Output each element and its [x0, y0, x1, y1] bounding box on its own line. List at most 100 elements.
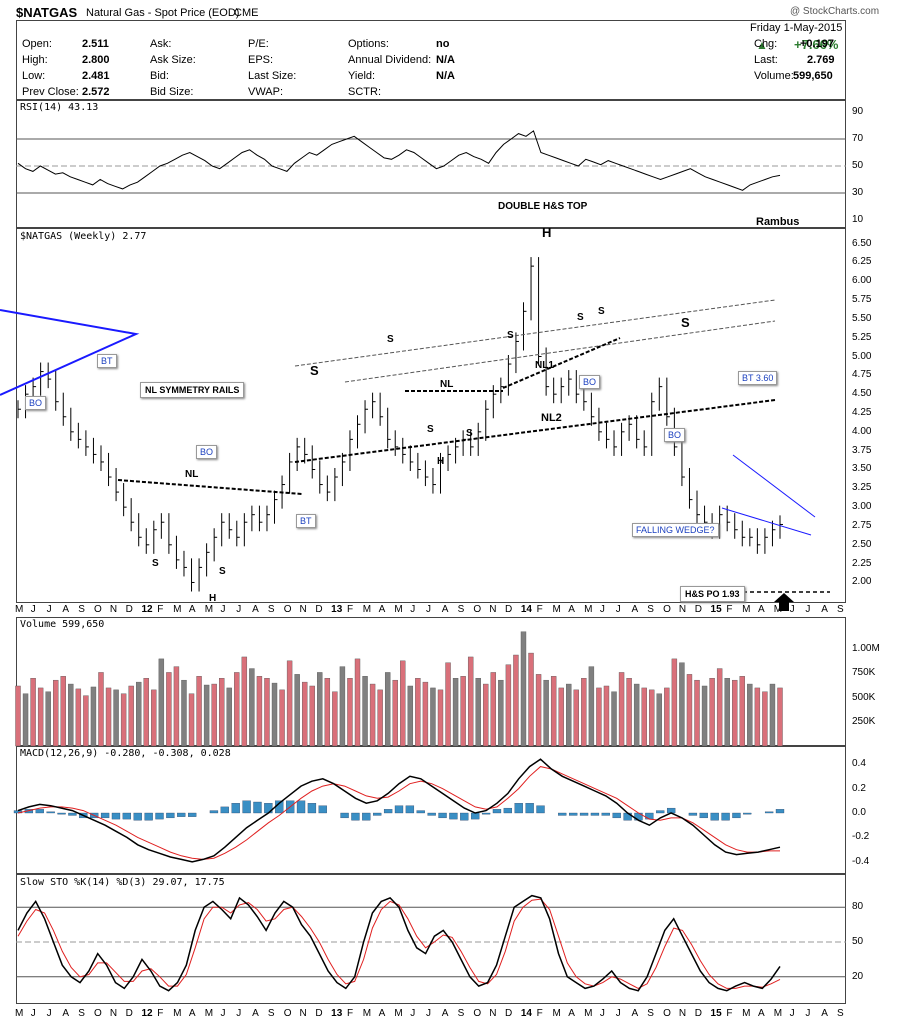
volume-bar — [588, 666, 595, 747]
macd-histogram-bar — [612, 812, 621, 819]
price-x-label: J — [410, 604, 416, 615]
sto-tick: 50 — [852, 936, 864, 947]
price-x-label: F — [726, 604, 733, 615]
quote-key: SCTR: — [348, 86, 381, 98]
macd-histogram-bar — [340, 812, 349, 819]
volume-bar — [241, 656, 248, 747]
macd-signal-line — [17, 766, 780, 860]
bo-callout-1: BO — [25, 396, 47, 410]
volume-bar — [332, 691, 338, 747]
macd-histogram-bar — [438, 812, 447, 819]
price-x-label: O — [283, 604, 292, 615]
macd-histogram-bar — [296, 800, 306, 814]
volume-bar — [113, 689, 119, 747]
price-x-label: O — [473, 604, 482, 615]
rsi-tick: 30 — [852, 187, 864, 198]
sto-x-label: J — [426, 1008, 431, 1019]
shoulder-label-5: S — [427, 424, 434, 435]
macd-histogram-bar — [645, 812, 654, 820]
macd-histogram-bar — [460, 812, 469, 821]
macd-histogram-bar — [775, 809, 785, 814]
price-x-label: 15 — [710, 604, 722, 615]
sto-x-label: S — [647, 1008, 654, 1019]
volume-bar — [347, 678, 353, 747]
price-tick: 2.75 — [852, 519, 872, 531]
volume-bar — [271, 682, 278, 747]
price-x-label: 12 — [141, 604, 153, 615]
volume-bar — [90, 686, 97, 747]
shoulder-label-4: S — [387, 334, 394, 345]
sto-x-label: A — [568, 1008, 575, 1019]
copyright: @ StockCharts.com — [790, 6, 880, 17]
macd-histogram-bar — [111, 812, 121, 820]
volume-bar — [83, 695, 89, 747]
instrument-name: Natural Gas - Spot Price (EOD) — [86, 7, 240, 19]
macd-histogram-bar — [481, 812, 491, 815]
volume-bar — [392, 679, 398, 747]
volume-bar — [550, 676, 557, 747]
macd-histogram-bar — [209, 810, 219, 814]
quote-value: 599,650 — [793, 70, 833, 82]
volume-bar — [151, 689, 157, 747]
volume-bar — [203, 684, 210, 747]
macd-histogram-bar — [264, 803, 273, 814]
sto-d-line — [17, 898, 781, 989]
target-arrow-icon — [774, 593, 794, 611]
price-x-label: D — [505, 604, 513, 615]
sto-title: Slow STO %K(14) %D(3) 29.07, 17.75 — [20, 877, 225, 888]
sto-x-label: M — [552, 1008, 561, 1019]
volume-bar — [211, 683, 217, 747]
bt-callout-1: BT — [97, 354, 117, 368]
quote-value: 2.572 — [82, 86, 110, 98]
head-label-3: H — [542, 225, 552, 240]
change-pct: +7.66% — [794, 37, 839, 52]
price-x-label: M — [773, 604, 783, 615]
quote-key: High: — [22, 54, 48, 66]
volume-bar — [173, 666, 180, 747]
sto-panel — [16, 874, 846, 1004]
volume-bar — [407, 685, 414, 747]
volume-bar — [158, 658, 165, 747]
volume-bar — [498, 679, 504, 747]
volume-bar — [716, 668, 723, 747]
macd-histogram-bar — [57, 812, 66, 815]
volume-bar — [701, 685, 708, 747]
sto-x-label: 14 — [520, 1008, 532, 1019]
rambus-label: Rambus — [756, 216, 800, 228]
macd-histogram-bar — [133, 812, 142, 821]
volume-bar — [611, 691, 617, 747]
bt-callout-2: BT — [296, 514, 316, 528]
volume-bar — [603, 685, 610, 747]
quote-value: N/A — [436, 54, 455, 66]
sto-x-label: F — [346, 1008, 354, 1019]
shoulder-label-10: S — [681, 315, 690, 330]
price-x-label: N — [299, 604, 307, 615]
quote-key: P/E: — [248, 38, 269, 50]
price-tick: 2.50 — [852, 538, 872, 550]
price-tick: 3.75 — [852, 444, 872, 456]
price-x-label: D — [315, 604, 323, 615]
volume-bar — [75, 688, 82, 747]
macd-line — [17, 758, 781, 863]
price-x-label: O — [94, 604, 102, 615]
volume-bar — [739, 676, 745, 747]
macd-histogram-bar — [710, 812, 719, 821]
bt-360-callout: BT 3.60 — [738, 371, 778, 385]
sto-x-label: J — [220, 1008, 226, 1019]
volume-bar — [596, 687, 602, 747]
macd-histogram-bar — [253, 801, 262, 814]
volume-bar — [30, 678, 36, 747]
wedge-lower-line — [721, 507, 812, 536]
macd-histogram-bar — [68, 812, 77, 816]
volume-bar — [445, 662, 451, 747]
quote-value: 2.800 — [82, 54, 110, 66]
price-tick: 3.00 — [852, 501, 872, 513]
volume-bar — [234, 672, 240, 747]
volume-tick: 1.00M — [852, 643, 880, 655]
price-x-label: 14 — [520, 604, 532, 615]
volume-bar — [437, 689, 444, 747]
sto-tick: 80 — [852, 901, 864, 913]
macd-histogram-bar — [579, 812, 589, 816]
macd-histogram-bar — [351, 812, 360, 821]
price-x-label: D — [694, 604, 702, 615]
